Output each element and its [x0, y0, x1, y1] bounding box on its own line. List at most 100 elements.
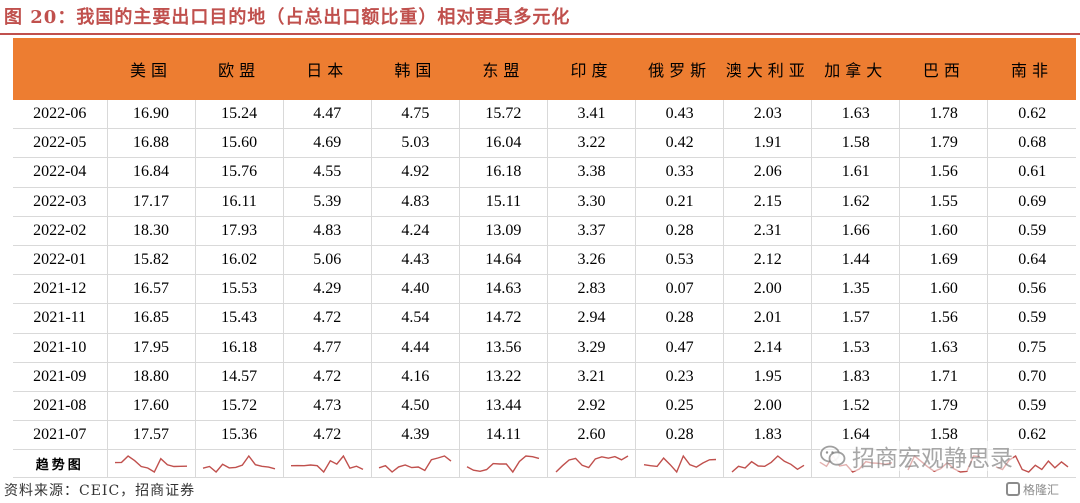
table-cell: 15.36	[194, 420, 284, 451]
logo-icon	[1006, 482, 1020, 496]
table-row: 2022-05 16.88 15.60 4.69 5.03 16.04 3.22 0.42 1.…	[13, 128, 1077, 159]
table-cell: 1.35	[811, 274, 900, 305]
table-cell: 0.47	[635, 333, 724, 363]
sparkline	[291, 454, 364, 473]
watermark: 招商宏观静思录	[820, 441, 1013, 472]
table-cell: 2.94	[546, 303, 636, 334]
table-cell: 4.29	[282, 274, 372, 305]
trend-cell	[635, 449, 724, 479]
table-cell: 15.43	[194, 303, 284, 334]
table-cell: 17.17	[106, 187, 196, 217]
data-table-container: 美国 欧盟 日本 韩国 东盟 印度 俄罗斯 澳大利亚 加拿大 巴西 南非 2022-06 16.90 1…	[13, 38, 1077, 479]
table-cell: 0.43	[635, 100, 724, 130]
table-cell: 4.54	[370, 303, 460, 334]
table-cell: 1.71	[899, 362, 988, 392]
sparkline-line	[202, 454, 276, 473]
trend-cell	[546, 449, 636, 479]
row-date: 2022-02	[13, 216, 107, 246]
table-cell: 16.84	[106, 157, 196, 188]
table-cell: 17.60	[106, 391, 196, 422]
trend-cell	[458, 449, 548, 479]
table-cell: 1.63	[811, 100, 900, 130]
table-cell: 1.91	[723, 128, 812, 159]
logo-text: 格隆汇	[1023, 482, 1060, 497]
table-cell: 1.63	[899, 333, 988, 363]
table-cell: 1.58	[811, 128, 900, 159]
table-cell: 3.21	[546, 362, 636, 392]
table-cell: 4.50	[370, 391, 460, 422]
table-cell: 1.61	[811, 157, 900, 188]
table-row: 2021-10 17.95 16.18 4.77 4.44 13.56 3.29 0.47 2.…	[13, 333, 1077, 363]
header-col-10: 巴西	[899, 38, 988, 100]
table-cell: 0.59	[987, 391, 1077, 422]
row-date: 2022-01	[13, 245, 107, 276]
sparkline	[467, 455, 540, 473]
table-cell: 2.14	[723, 333, 812, 363]
table-cell: 0.61	[987, 157, 1077, 188]
table-cell: 16.04	[458, 128, 548, 159]
table-cell: 2.00	[723, 391, 812, 422]
sparkline-line	[731, 454, 805, 473]
trend-cell	[106, 449, 196, 479]
sparkline	[202, 454, 276, 473]
sparkline-line	[643, 454, 716, 474]
trend-cell	[723, 449, 812, 479]
table-cell: 4.83	[282, 216, 372, 246]
header-col-6: 印度	[547, 38, 636, 100]
table-cell: 15.72	[194, 391, 284, 422]
table-row: 2022-06 16.90 15.24 4.47 4.75 15.72 3.41 0.43 2.…	[13, 100, 1077, 130]
sparkline-line	[467, 455, 540, 473]
table-row: 2022-03 17.17 16.11 5.39 4.83 15.11 3.30 0.21 2.…	[13, 187, 1077, 217]
table-cell: 1.57	[811, 303, 900, 334]
table-cell: 15.82	[106, 245, 196, 276]
table-cell: 5.03	[370, 128, 460, 159]
header-col-4: 韩国	[371, 38, 460, 100]
table-cell: 4.16	[370, 362, 460, 392]
title-divider	[0, 33, 1080, 35]
table-cell: 1.79	[899, 128, 988, 159]
row-date: 2021-07	[13, 420, 107, 451]
table-cell: 18.30	[106, 216, 196, 246]
table-cell: 0.56	[987, 274, 1077, 305]
table-cell: 16.02	[194, 245, 284, 276]
table-cell: 0.68	[987, 128, 1077, 159]
table-cell: 2.01	[723, 303, 812, 334]
table-cell: 1.44	[811, 245, 900, 276]
sparkline	[379, 454, 452, 473]
table-cell: 1.56	[899, 303, 988, 334]
table-row: 2022-01 15.82 16.02 5.06 4.43 14.64 3.26 0.53 2.…	[13, 245, 1077, 276]
table-cell: 0.59	[987, 303, 1077, 334]
table-cell: 14.63	[458, 274, 548, 305]
table-cell: 2.92	[546, 391, 636, 422]
table-cell: 0.42	[635, 128, 724, 159]
table-cell: 18.80	[106, 362, 196, 392]
table-row: 2022-02 18.30 17.93 4.83 4.24 13.09 3.37 0.28 2.…	[13, 216, 1077, 246]
table-cell: 2.03	[723, 100, 812, 130]
header-col-3: 日本	[283, 38, 372, 100]
row-date: 2021-12	[13, 274, 107, 305]
table-cell: 0.62	[987, 100, 1077, 130]
table-cell: 2.06	[723, 157, 812, 188]
header-col-7: 俄罗斯	[635, 38, 724, 100]
sparkline-line	[379, 454, 452, 473]
table-cell: 2.00	[723, 274, 812, 305]
table-cell: 1.55	[899, 187, 988, 217]
table-cell: 0.69	[987, 187, 1077, 217]
table-cell: 15.72	[458, 100, 548, 130]
table-cell: 4.75	[370, 100, 460, 130]
table-cell: 3.29	[546, 333, 636, 363]
table-cell: 0.21	[635, 187, 724, 217]
header-corner	[13, 38, 107, 100]
table-cell: 16.90	[106, 100, 196, 130]
table-row: 2021-12 16.57 15.53 4.29 4.40 14.63 2.83 0.07 2.…	[13, 274, 1077, 305]
watermark-text: 招商宏观静思录	[852, 446, 1013, 472]
table-cell: 3.41	[546, 100, 636, 130]
table-cell: 1.78	[899, 100, 988, 130]
row-date: 2021-11	[13, 303, 107, 334]
table-cell: 0.59	[987, 216, 1077, 246]
table-cell: 13.56	[458, 333, 548, 363]
row-date: 2021-09	[13, 362, 107, 392]
row-date: 2022-06	[13, 100, 107, 130]
table-cell: 4.43	[370, 245, 460, 276]
header-col-9: 加拿大	[811, 38, 900, 100]
